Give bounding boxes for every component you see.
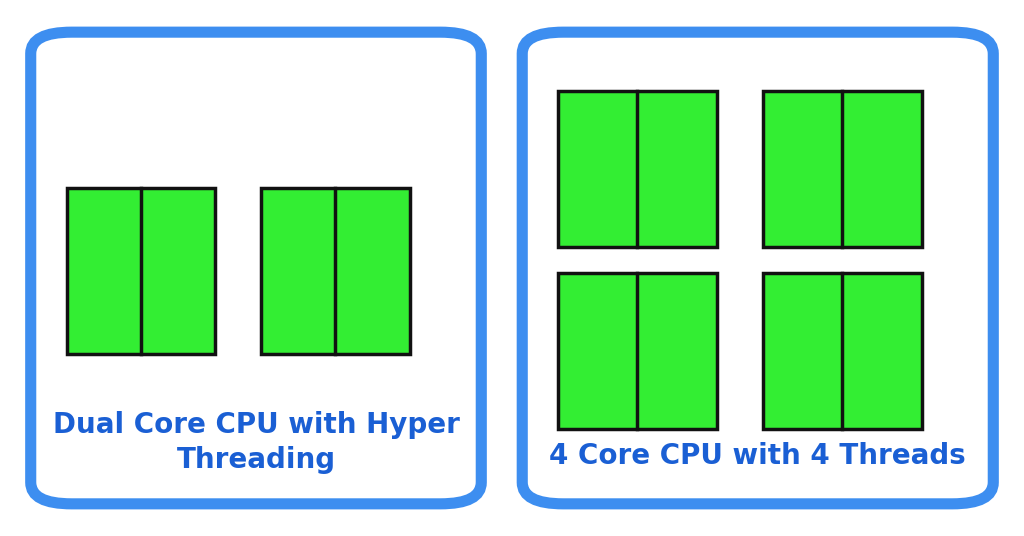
Text: Dual Core CPU with Hyper
Threading: Dual Core CPU with Hyper Threading	[52, 411, 460, 473]
FancyBboxPatch shape	[558, 273, 717, 429]
Text: 4 Core CPU with 4 Threads: 4 Core CPU with 4 Threads	[550, 442, 966, 470]
FancyBboxPatch shape	[31, 32, 481, 504]
FancyBboxPatch shape	[763, 91, 922, 247]
FancyBboxPatch shape	[558, 91, 717, 247]
FancyBboxPatch shape	[261, 188, 410, 354]
FancyBboxPatch shape	[763, 273, 922, 429]
FancyBboxPatch shape	[522, 32, 993, 504]
FancyBboxPatch shape	[67, 188, 215, 354]
